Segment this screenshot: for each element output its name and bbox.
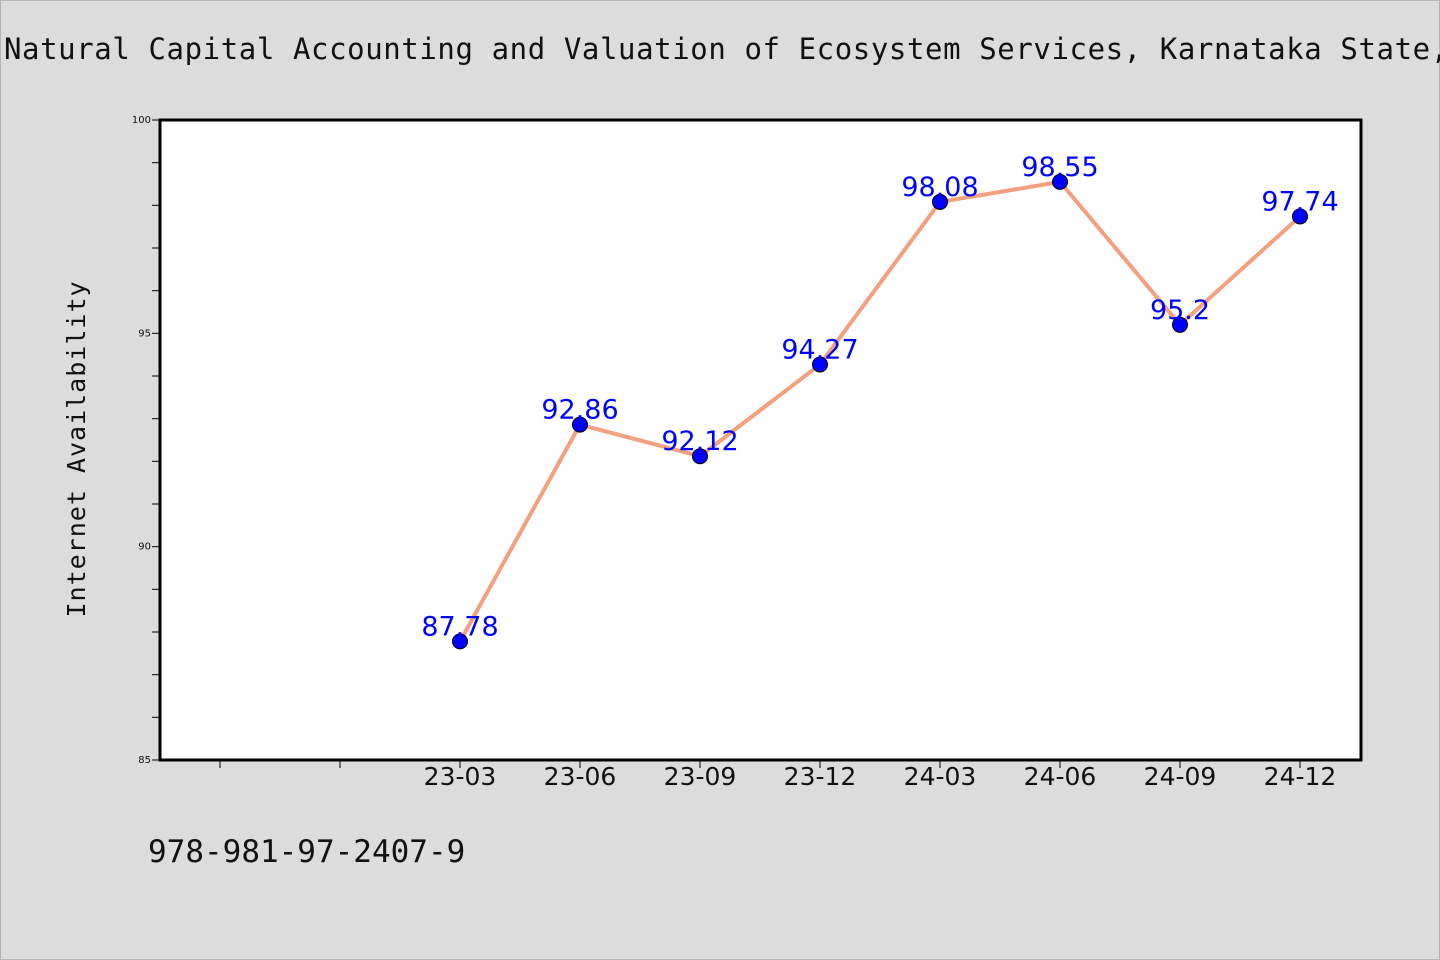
series-markers xyxy=(452,173,1308,650)
data-label: 92.86 xyxy=(541,395,618,426)
data-label: 92.12 xyxy=(661,426,738,457)
data-point xyxy=(572,416,588,433)
x-tick-label: 24-06 xyxy=(1024,762,1097,791)
x-tick-label: 24-09 xyxy=(1144,762,1217,791)
data-label: 87.78 xyxy=(421,611,498,642)
data-point xyxy=(812,356,828,373)
data-label: 94.27 xyxy=(781,334,858,365)
y-tick-label: 100 xyxy=(132,115,151,126)
data-label: 97.74 xyxy=(1261,186,1338,217)
data-point xyxy=(452,633,468,650)
y-tick-label: 90 xyxy=(138,542,151,553)
data-point xyxy=(692,448,708,465)
plot-area xyxy=(158,118,1363,762)
x-tick-label: 23-12 xyxy=(784,762,857,791)
data-label: 98.08 xyxy=(901,172,978,203)
footer-note: 978-981-97-2407-9 xyxy=(148,834,466,870)
y-axis-title: Internet Availability xyxy=(62,280,91,617)
chart-title: Natural Capital Accounting and Valuation… xyxy=(4,32,1440,66)
data-label: 95.2 xyxy=(1150,295,1210,326)
data-label: 98.55 xyxy=(1021,152,1098,183)
data-point xyxy=(1172,316,1188,333)
x-tick-label: 23-06 xyxy=(544,762,617,791)
y-tick-label: 85 xyxy=(138,755,151,766)
x-axis-ticks: 23-03 23-06 23-09 23-12 24-03 24-06 24-09 24-12 xyxy=(219,760,1337,791)
x-tick-label: 24-12 xyxy=(1264,762,1337,791)
data-point xyxy=(1292,208,1308,225)
y-tick-label: 95 xyxy=(138,328,151,339)
data-point xyxy=(1052,173,1068,190)
data-labels: 87.78 92.86 92.12 94.27 98.08 98.55 95.2 97.74 xyxy=(421,152,1338,643)
y-axis-ticks: 85 90 95 100 xyxy=(132,115,160,766)
x-tick-label: 23-03 xyxy=(424,762,497,791)
x-tick-label: 23-09 xyxy=(664,762,737,791)
data-point xyxy=(932,193,948,210)
x-tick-label: 24-03 xyxy=(904,762,977,791)
series-line xyxy=(458,179,1302,643)
